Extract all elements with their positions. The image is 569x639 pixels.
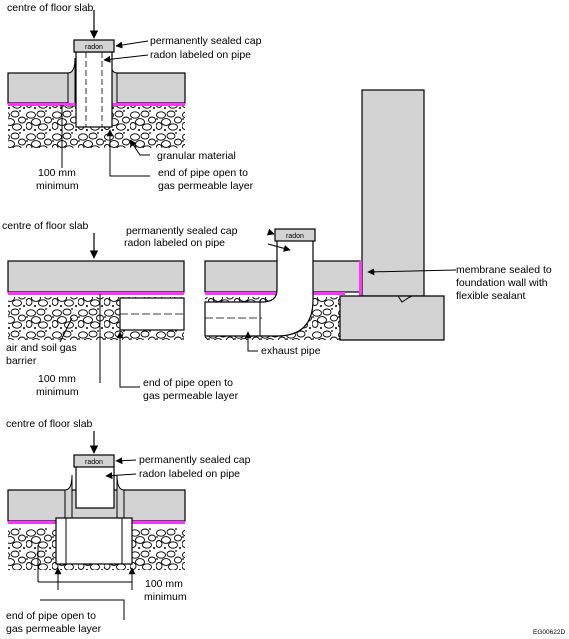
d3-pipe-label: radon labeled on pipe: [139, 468, 241, 480]
d2-barrier-label-1: air and soil gas: [6, 342, 77, 354]
d3-min-label-1: 100 mm: [145, 578, 183, 590]
cap-1-text: radon: [85, 44, 103, 51]
d2-membrane-label-1: membrane sealed to: [456, 264, 552, 276]
figure-code: EG00622D: [533, 629, 566, 636]
d2-end-label-2: gas permeable layer: [143, 390, 239, 402]
pipe-3-upper: [75, 465, 115, 509]
d1-end-label-2: gas permeable layer: [158, 180, 254, 192]
cap-1: [73, 39, 115, 53]
foundation-wall: [361, 89, 425, 297]
diagram-1: radon: [7, 10, 186, 177]
elbow-pipe: [204, 239, 314, 337]
d3-end-label-2: gas permeable layer: [6, 623, 102, 635]
footing: [339, 295, 445, 341]
d1-centre-label: centre of floor slab: [7, 2, 94, 14]
d2-barrier-label-2: barrier: [6, 355, 37, 367]
d2-membrane-label-3: flexible sealant: [456, 290, 526, 302]
d3-centre-label: centre of floor slab: [6, 418, 93, 430]
d2-exhaust-label: exhaust pipe: [261, 345, 321, 357]
d2-end-label-1: end of pipe open to: [143, 377, 233, 389]
cap-2-text: radon: [286, 233, 304, 240]
membrane-2b: [205, 292, 345, 295]
diagram-2: radon: [7, 89, 457, 388]
pipe-3-lower: [55, 517, 133, 565]
d1-pipe-label: radon labeled on pipe: [150, 49, 252, 61]
d1-min-label-1: 100 mm: [38, 167, 76, 179]
d3-min-label-2: minimum: [144, 591, 187, 603]
d2-centre-label: centre of floor slab: [2, 220, 89, 232]
cap-3-text: radon: [85, 459, 103, 466]
membrane-2a: [8, 292, 184, 295]
d2-cap-label: permanently sealed cap: [126, 225, 238, 237]
d1-cap-label: permanently sealed cap: [150, 35, 262, 47]
d2-pipe-label: radon labeled on pipe: [124, 237, 226, 249]
d2-min-label-2: minimum: [36, 386, 79, 398]
horizontal-pipe-left: [119, 297, 185, 331]
d3-end-label-1: end of pipe open to: [6, 610, 96, 622]
cap-2: [274, 228, 316, 242]
d1-granular-label: granular material: [157, 150, 236, 162]
diagram-3: radon: [7, 431, 186, 620]
pipe-1: [75, 51, 113, 128]
d2-membrane-label-2: foundation wall with: [456, 277, 548, 289]
d1-end-label-1: end of pipe open to: [158, 167, 248, 179]
floor-slab-2a: [7, 260, 185, 293]
d3-cap-label: permanently sealed cap: [139, 454, 251, 466]
membrane-wall: [359, 261, 362, 296]
cap-3: [73, 454, 115, 468]
d1-min-label-2: minimum: [36, 180, 79, 192]
d2-min-label-1: 100 mm: [38, 373, 76, 385]
